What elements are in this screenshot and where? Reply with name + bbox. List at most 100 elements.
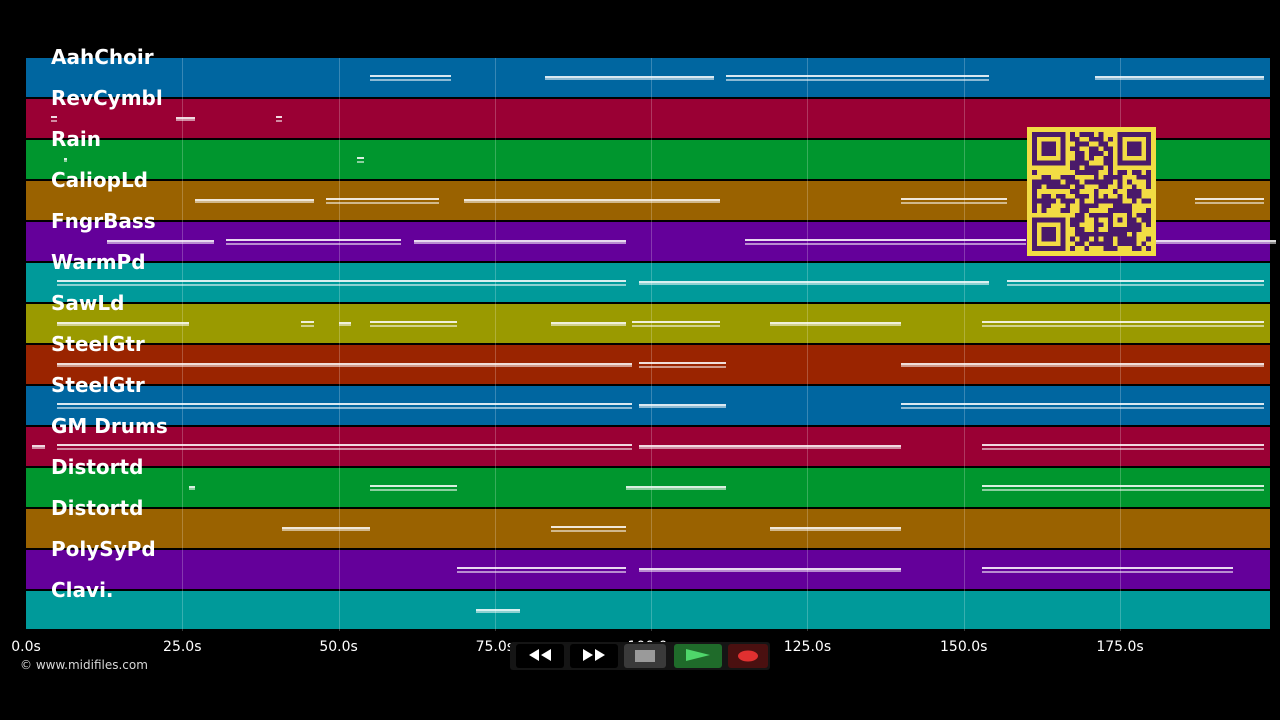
track-lane[interactable]	[26, 304, 1270, 345]
midi-note	[638, 404, 727, 406]
rewind-button[interactable]	[516, 644, 564, 668]
midi-note	[338, 322, 352, 324]
midi-note	[301, 325, 314, 327]
midi-note	[982, 444, 1264, 446]
midi-note	[369, 75, 452, 77]
midi-note	[982, 567, 1233, 569]
grid-line	[338, 58, 340, 631]
midi-note	[901, 363, 1264, 365]
track-label: WarmPd	[51, 250, 146, 274]
midi-note	[176, 119, 195, 121]
midi-note	[57, 284, 627, 286]
midi-note	[744, 239, 1027, 241]
midi-note	[1057, 240, 1277, 242]
track-label: Distortd	[51, 496, 144, 520]
track-label: CaliopLd	[51, 168, 149, 192]
midi-note	[463, 199, 720, 201]
grid-line	[1120, 58, 1121, 631]
track-label: SawLd	[51, 291, 125, 315]
grid-line	[807, 58, 809, 631]
midi-note	[638, 568, 902, 570]
midi-note	[476, 611, 520, 613]
midi-note	[57, 407, 633, 409]
midi-note	[638, 281, 989, 283]
midi-note	[326, 198, 439, 200]
midi-note	[638, 570, 902, 572]
track-lane[interactable]	[26, 550, 1270, 591]
midi-note	[638, 366, 727, 368]
midi-note	[769, 322, 902, 324]
record-button[interactable]	[728, 644, 768, 668]
midi-note	[457, 571, 627, 573]
midi-note	[276, 116, 283, 118]
midi-note	[57, 280, 627, 282]
midi-note	[51, 116, 58, 118]
track-label: Distortd	[51, 455, 144, 479]
qr-code-icon	[1027, 127, 1156, 256]
midi-note	[457, 567, 627, 569]
time-tick-label: 50.0s	[319, 639, 358, 655]
track-label: SteelGtr	[51, 373, 145, 397]
midi-note	[744, 243, 1027, 245]
copyright-text: © www.midifiles.com	[20, 658, 148, 672]
midi-note	[326, 202, 439, 204]
midi-note	[544, 78, 714, 80]
midi-note	[369, 321, 458, 323]
stop-button[interactable]	[624, 644, 666, 668]
midi-note	[369, 489, 458, 491]
record-icon	[737, 647, 759, 666]
midi-note	[57, 444, 633, 446]
midi-note	[1094, 76, 1264, 78]
midi-note	[176, 117, 195, 119]
stop-icon	[635, 647, 655, 666]
fast-forward-button[interactable]	[570, 644, 618, 668]
midi-note	[1057, 242, 1277, 244]
midi-note	[551, 322, 627, 324]
midi-note	[463, 201, 720, 203]
midi-note	[51, 120, 58, 122]
track-label: Clavi.	[51, 578, 114, 602]
midi-note	[226, 239, 402, 241]
midi-note	[63, 158, 67, 160]
midi-note	[638, 283, 989, 285]
midi-note	[282, 529, 370, 531]
midi-note	[638, 362, 727, 364]
midi-note	[57, 324, 189, 326]
midi-note	[901, 202, 1008, 204]
track-lane[interactable]	[26, 509, 1270, 550]
midi-note	[276, 120, 283, 122]
midi-note	[476, 609, 520, 611]
midi-note	[726, 75, 989, 77]
midi-note	[769, 527, 902, 529]
midi-note	[57, 363, 633, 365]
midi-note	[63, 160, 67, 162]
midi-note	[982, 485, 1264, 487]
midi-note	[1195, 198, 1264, 200]
midi-note	[982, 489, 1264, 491]
midi-note	[544, 76, 714, 78]
play-button[interactable]	[674, 644, 722, 668]
midi-note	[107, 242, 214, 244]
time-tick-label: 125.0s	[783, 639, 832, 655]
midi-note	[632, 321, 720, 323]
midi-note	[982, 448, 1264, 450]
track-label: PolySyPd	[51, 537, 156, 561]
midi-note	[301, 321, 314, 323]
midi-note	[901, 403, 1264, 405]
midi-note	[769, 529, 902, 531]
time-tick-label: 175.0s	[1096, 639, 1144, 655]
midi-note	[188, 486, 195, 488]
midi-note	[769, 324, 902, 326]
track-label: GM Drums	[51, 414, 168, 438]
rewind-icon	[527, 647, 553, 666]
midi-note	[626, 488, 727, 490]
track-lane[interactable]	[26, 591, 1270, 631]
midi-note	[338, 324, 352, 326]
grid-line	[494, 58, 496, 631]
midi-note	[369, 79, 452, 81]
play-icon	[685, 647, 711, 666]
track-label: FngrBass	[51, 209, 156, 233]
midi-note	[413, 242, 627, 244]
midi-note	[638, 406, 727, 408]
midi-note	[1094, 78, 1264, 80]
